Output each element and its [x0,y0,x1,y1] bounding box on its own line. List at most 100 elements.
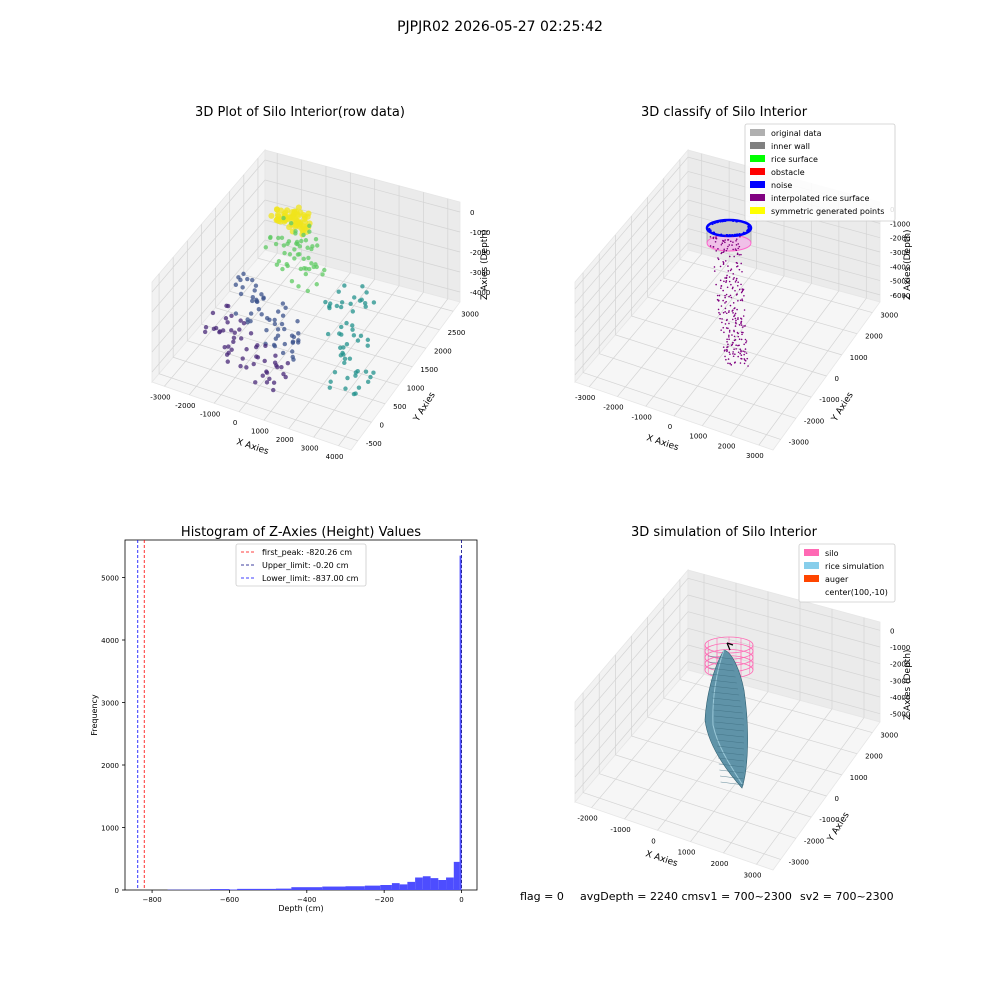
panel2-interp-point [712,236,715,239]
panel1-point [292,247,297,252]
panel2-interp-point [718,311,720,314]
panel1-point [279,321,285,327]
panel4-y-tick-label: -3000 [789,858,809,866]
panel2-interp-point [733,330,735,333]
panel1-point [371,370,376,375]
panel2-x-tick-label: -1000 [632,413,652,421]
panel2-interp-point [739,299,742,302]
panel1-point [310,244,315,249]
panel2-z-grid [574,185,689,318]
panel1-point [289,278,295,284]
panel1-point [332,370,338,375]
panel1-point [342,283,347,288]
panel1-point [352,295,357,300]
panel1-point [256,306,262,312]
panel1-point [282,341,288,347]
panel1-point [284,261,289,267]
panel3-bar [291,887,323,890]
panel1-z-ticks: 0 -1000 -2000 -3000 -4000 [470,209,490,297]
panel1-point [358,333,364,339]
panel1-point [289,221,294,226]
panel3-y-tick-label: 1000 [101,825,119,833]
panel1-point [272,317,277,323]
panel1-point [273,206,280,213]
panel2-noise-point [713,221,716,225]
panel1-point [272,321,278,327]
panel2-interp-point [730,296,733,299]
panel3-x-label: Depth (cm) [278,904,323,913]
panel2-interp-point [737,332,739,335]
panel2-x-tick-label: 0 [668,423,672,431]
panel1-point [296,338,301,343]
panel2-interp-point [725,312,728,315]
panel1-point [231,335,237,341]
panel1-title: 3D Plot of Silo Interior(row data) [195,105,405,120]
panel1-point [262,358,267,364]
panel1-point [240,356,245,361]
panel2-noise-point [719,220,722,223]
panel1-z-grid [151,159,266,293]
panel2-interp-point [734,321,737,324]
panel1-point [359,297,364,302]
figure-title: PJPJR02 2026-05-27 02:25:42 [397,19,603,35]
panel2-z-tick-label: -1000 [890,220,910,228]
panel2-interp-point [720,252,723,255]
panel1-point [279,364,284,370]
panel2-interp-point [734,312,737,315]
panel2-interp-point [723,280,725,283]
panel4-x-tick-label: 0 [651,837,655,845]
panel1-point [274,216,281,223]
panel1-z-grid [151,219,266,353]
panel2-interp-point [723,248,726,251]
panel2-noise-point [716,220,720,224]
panel2-y-grid [599,353,797,419]
panel1-z-grid [151,179,266,313]
panel1-point [222,344,227,350]
panel4-x-tick-label: 2000 [711,860,729,868]
panel1-point [291,334,297,340]
panel2-interp-point [723,250,725,252]
panel2-interp-point [727,311,730,314]
panel1-point [280,313,286,318]
panel1-point [253,283,259,288]
panel2-interp-point [713,266,716,268]
panel1-point [233,311,239,316]
panel1-point [341,352,346,357]
panel2-interp-point [744,348,747,350]
panel2-interp-point [740,262,743,265]
panel1-point [348,301,353,307]
panel3-x-tick-label: −800 [142,896,161,904]
panel2-title: 3D classify of Silo Interior [641,105,808,120]
panel2-interp-point [733,348,735,350]
panel2-z-grid [687,199,881,253]
panel2-interp-point [740,253,742,256]
panel4-y-grid [599,773,797,839]
panel1-z-tick-label: -1000 [470,229,490,237]
panel1-z-tick-label: -4000 [470,289,490,297]
panel1-x-tick-label: -3000 [150,393,170,401]
panel2-legend-label: interpolated rice surface [771,194,869,203]
panel1-point [273,241,279,247]
panel1-point [274,262,280,267]
panel3-y-ticks: 0 1000 2000 3000 4000 5000 [101,575,125,895]
panel2-interp-point [727,362,729,365]
panel1-point [305,245,310,250]
panel2-interp-point [717,257,719,259]
panel2-interp-point [723,331,725,334]
panel1-point [290,349,295,354]
panel1-point [328,379,333,384]
panel2-interp-point [712,246,715,248]
panel2-interp-point [728,244,731,246]
panel3-x-tick-label: 0 [459,896,463,904]
panel1-point [273,336,279,341]
panel2-interp-point [728,336,730,338]
panel2-interp-point [724,260,727,262]
panel2-x-tick-label: 2000 [718,442,736,450]
panel2-interp-point [743,343,745,346]
panel2-y-grid [615,334,812,398]
panel2-interp-point [736,308,738,311]
panel4-rice-mesh [719,775,745,780]
panel2-interp-point [734,353,736,356]
panel2-interp-point [739,362,742,364]
